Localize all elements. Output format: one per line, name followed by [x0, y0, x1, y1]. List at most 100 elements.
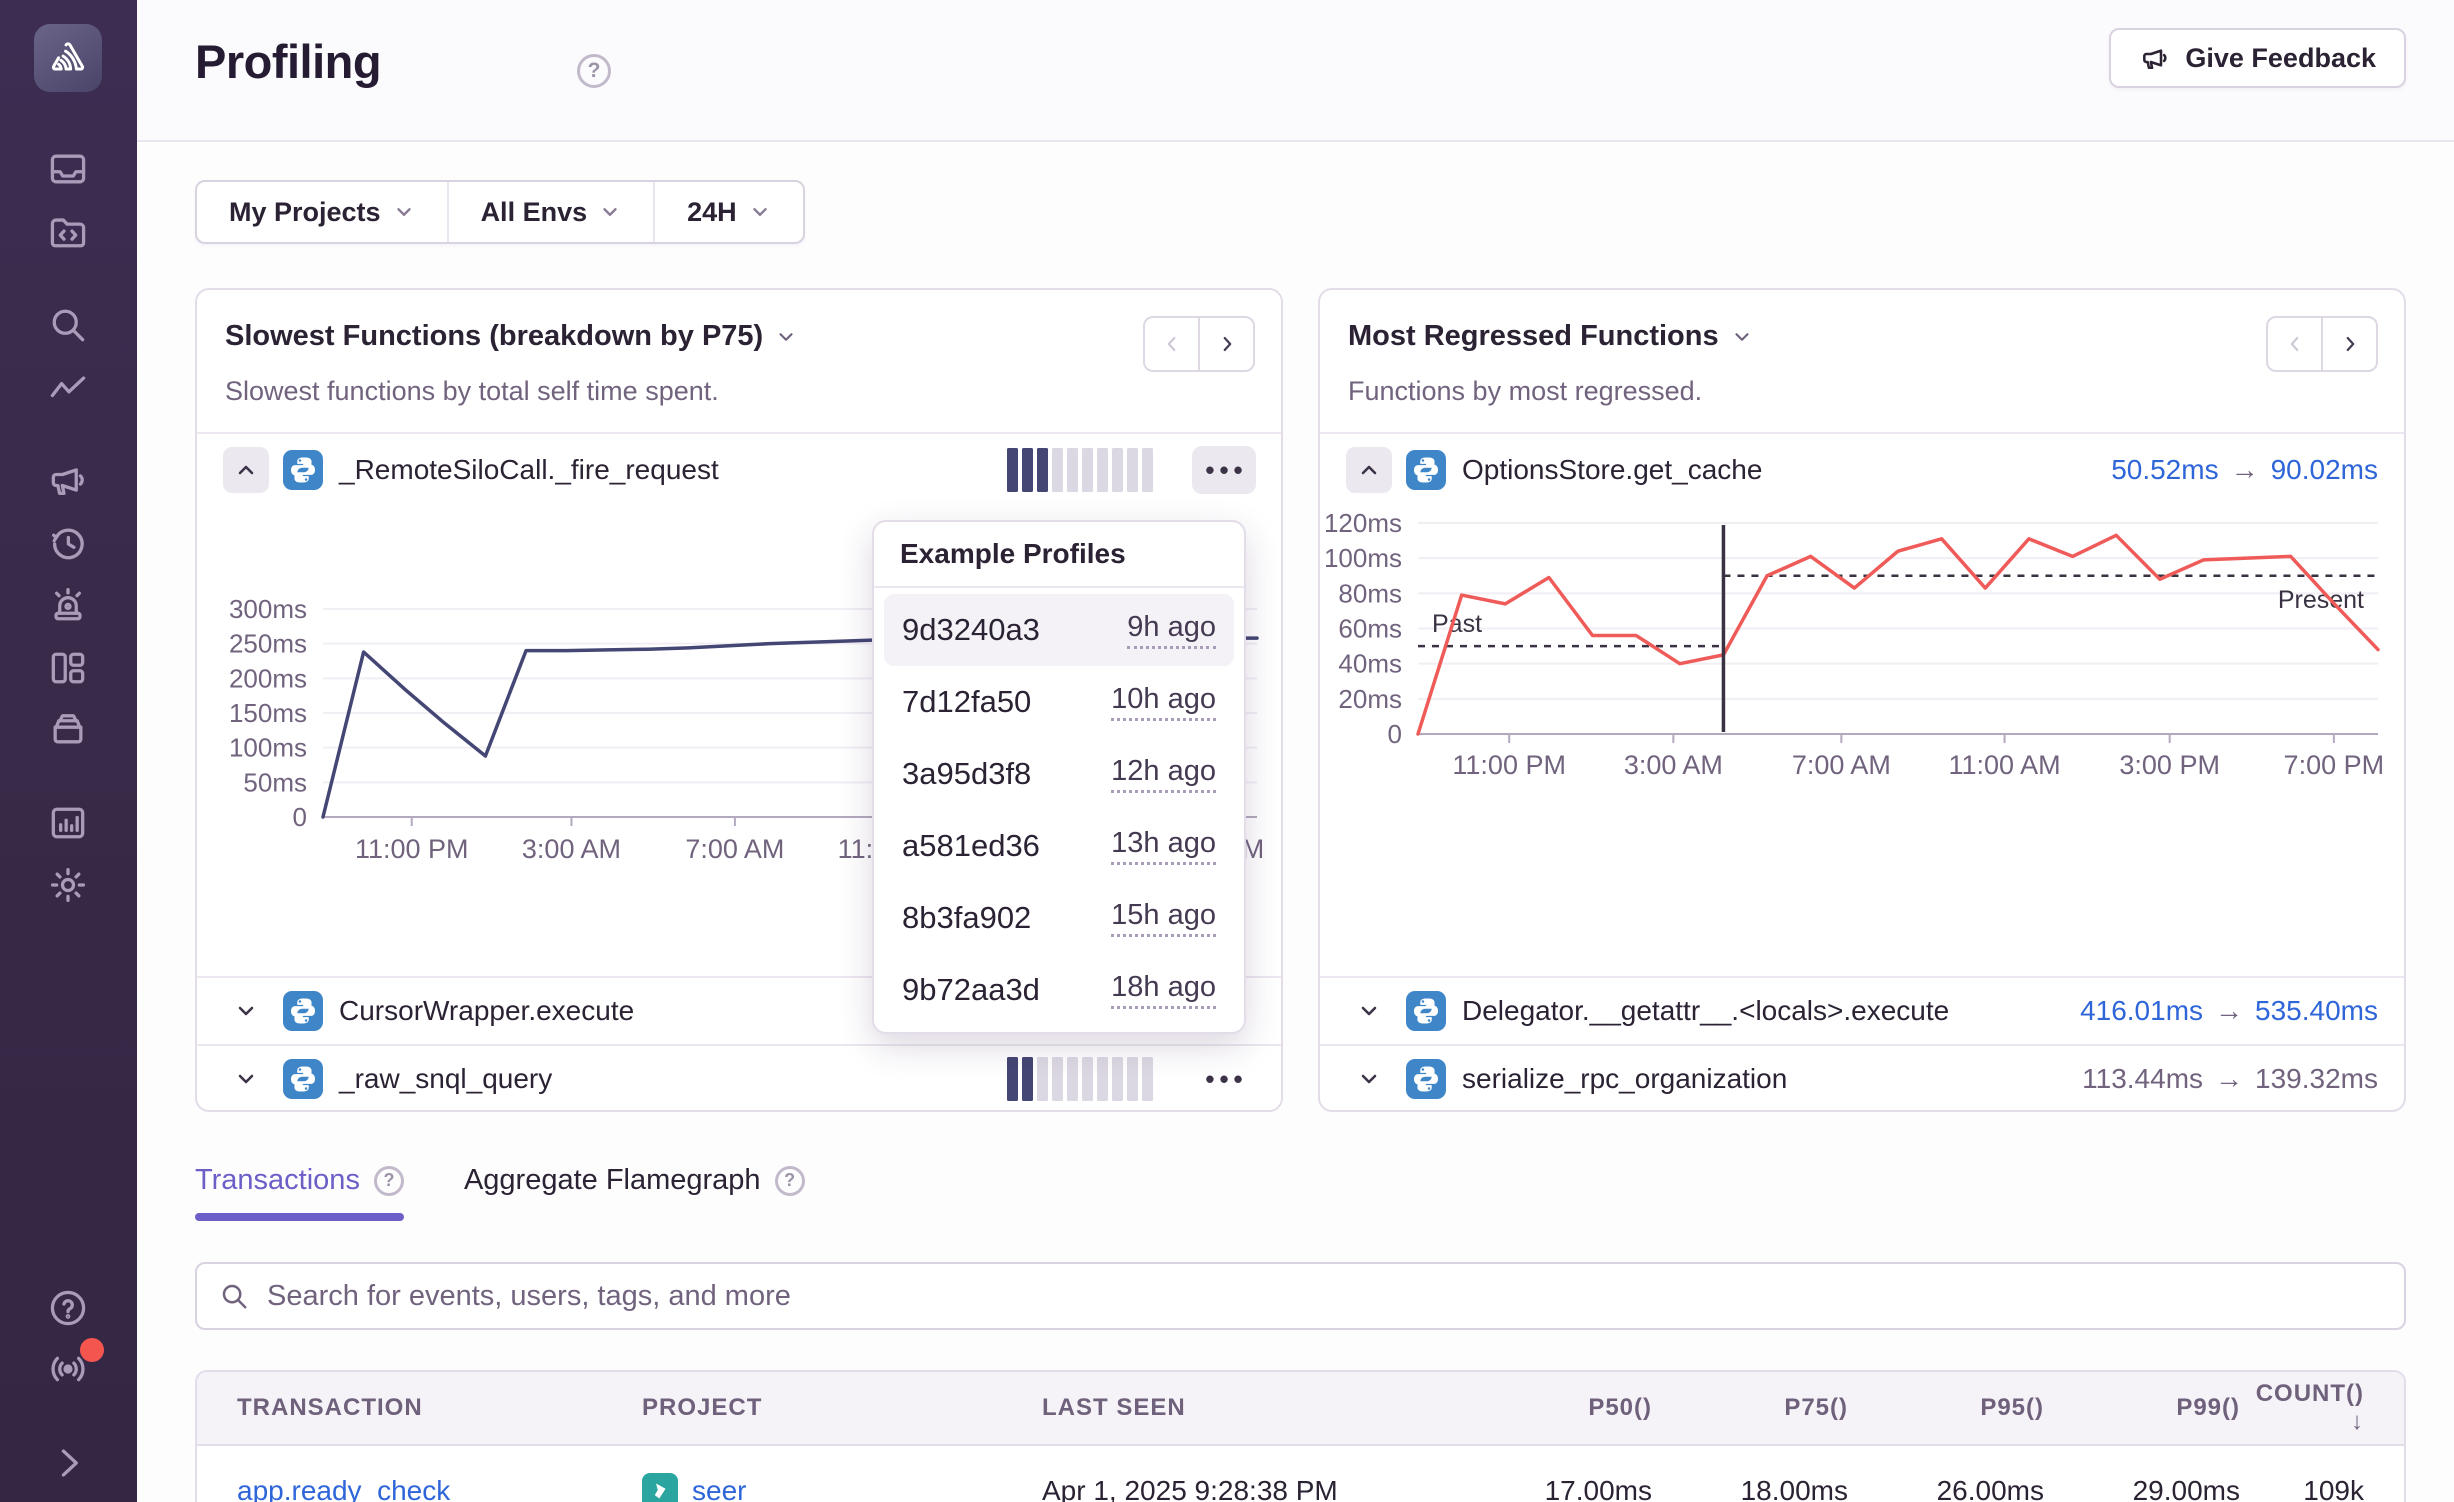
function-name[interactable]: Delegator.__getattr__.<locals>.execute	[1462, 995, 1949, 1027]
row-actions-button[interactable]: •••	[1192, 446, 1256, 494]
page-title: Profiling	[195, 34, 381, 89]
sidebar-issues-icon[interactable]	[46, 147, 90, 191]
column-header-p50[interactable]: P50()	[1457, 1394, 1652, 1422]
svg-text:0: 0	[1388, 719, 1402, 749]
table-row: app.ready_check seer Apr 1, 2025 9:28:38…	[197, 1446, 2404, 1502]
function-name[interactable]: _RemoteSiloCall._fire_request	[339, 454, 719, 486]
chevron-down-icon	[234, 1067, 258, 1091]
time-range-filter[interactable]: 24H	[653, 182, 803, 242]
help-icon[interactable]	[46, 1286, 90, 1330]
profile-menu-item[interactable]: 7d12fa50 10h ago	[884, 666, 1234, 738]
flamegraph-help-icon[interactable]: ?	[775, 1166, 805, 1196]
profile-id[interactable]: a581ed36	[902, 828, 1040, 864]
sentry-logo[interactable]	[34, 24, 102, 92]
chevron-down-icon[interactable]	[1731, 326, 1753, 348]
environment-filter-label: All Envs	[481, 197, 588, 228]
sidebar-feedback-icon[interactable]	[46, 458, 90, 502]
most-regressed-chart[interactable]: 020ms40ms60ms80ms100ms120ms11:00 PM3:00 …	[1320, 506, 2408, 976]
column-header-count[interactable]: COUNT() ↓	[2240, 1380, 2364, 1436]
chevron-down-icon[interactable]	[775, 326, 797, 348]
sidebar-projects-icon[interactable]	[46, 210, 90, 254]
transaction-link[interactable]: app.ready_check	[237, 1475, 642, 1502]
sidebar-alerts-icon[interactable]	[46, 583, 90, 627]
tab-transactions[interactable]: Transactions ?	[195, 1164, 404, 1221]
before-duration-link[interactable]: 416.01ms	[2080, 995, 2203, 1027]
project-filter[interactable]: My Projects	[197, 182, 447, 242]
search-input[interactable]	[267, 1280, 2382, 1313]
profile-menu-item[interactable]: 9d3240a3 9h ago	[884, 594, 1234, 666]
profile-id[interactable]: 3a95d3f8	[902, 756, 1031, 792]
column-header-p99[interactable]: P99()	[2044, 1394, 2240, 1422]
profile-age-link[interactable]: 18h ago	[1111, 971, 1216, 1009]
sidebar-explore-icon[interactable]	[46, 303, 90, 347]
next-page-button[interactable]	[1198, 316, 1255, 372]
profile-id[interactable]: 9b72aa3d	[902, 972, 1040, 1008]
give-feedback-label: Give Feedback	[2185, 43, 2376, 74]
chevron-down-icon	[749, 201, 771, 223]
collapse-row-button[interactable]	[223, 447, 269, 493]
p75-value: 18.00ms	[1652, 1475, 1848, 1502]
column-header-last-seen[interactable]: LAST SEEN	[1042, 1394, 1457, 1422]
environment-filter[interactable]: All Envs	[447, 182, 654, 242]
profile-menu-item[interactable]: 8b3fa902 15h ago	[884, 882, 1234, 954]
profile-id[interactable]: 7d12fa50	[902, 684, 1031, 720]
search-icon	[219, 1281, 249, 1311]
project-cell[interactable]: seer	[642, 1473, 1042, 1502]
profile-sparkline[interactable]	[1007, 1057, 1153, 1101]
function-name[interactable]: OptionsStore.get_cache	[1462, 454, 1762, 486]
sidebar-traces-icon[interactable]	[46, 368, 90, 412]
profile-id[interactable]: 9d3240a3	[902, 612, 1040, 648]
next-page-button[interactable]	[2321, 316, 2378, 372]
sidebar-settings-icon[interactable]	[46, 863, 90, 907]
column-header-project[interactable]: PROJECT	[642, 1394, 1042, 1422]
sidebar-replays-icon[interactable]	[46, 522, 90, 566]
slowest-functions-subtitle: Slowest functions by total self time spe…	[225, 376, 719, 407]
profile-age-link[interactable]: 15h ago	[1111, 899, 1216, 937]
profile-age-link[interactable]: 13h ago	[1111, 827, 1216, 865]
most-regressed-title[interactable]: Most Regressed Functions	[1348, 320, 1719, 353]
prev-page-button[interactable]	[2266, 316, 2323, 372]
before-duration-link[interactable]: 50.52ms	[2111, 454, 2218, 486]
svg-text:11:00 AM: 11:00 AM	[1949, 750, 2061, 780]
profile-age-link[interactable]: 10h ago	[1111, 683, 1216, 721]
notification-badge	[80, 1338, 104, 1362]
row-actions-button[interactable]: •••	[1192, 1055, 1256, 1103]
svg-text:0: 0	[293, 802, 307, 832]
seer-project-icon	[642, 1473, 678, 1502]
sidebar-releases-icon[interactable]	[46, 707, 90, 751]
function-name[interactable]: CursorWrapper.execute	[339, 995, 634, 1027]
expand-row-button[interactable]	[1346, 988, 1392, 1034]
prev-page-button[interactable]	[1143, 316, 1200, 372]
profile-id[interactable]: 8b3fa902	[902, 900, 1031, 936]
column-header-p95[interactable]: P95()	[1848, 1394, 2044, 1422]
function-name[interactable]: serialize_rpc_organization	[1462, 1063, 1787, 1095]
sidebar-expand-icon[interactable]	[46, 1441, 90, 1485]
profiling-help-icon[interactable]: ?	[577, 54, 611, 88]
transactions-help-icon[interactable]: ?	[374, 1166, 404, 1196]
profile-sparkline[interactable]	[1007, 448, 1153, 492]
column-header-p75[interactable]: P75()	[1652, 1394, 1848, 1422]
collapse-row-button[interactable]	[1346, 447, 1392, 493]
svg-text:3:00 AM: 3:00 AM	[522, 834, 621, 864]
sidebar-dashboards-icon[interactable]	[46, 646, 90, 690]
transactions-table: TRANSACTION PROJECT LAST SEEN P50() P75(…	[195, 1370, 2406, 1502]
profile-age-link[interactable]: 9h ago	[1127, 611, 1216, 649]
give-feedback-button[interactable]: Give Feedback	[2109, 28, 2406, 88]
sidebar-stats-icon[interactable]	[46, 801, 90, 845]
expand-row-button[interactable]	[223, 1056, 269, 1102]
profile-age-link[interactable]: 12h ago	[1111, 755, 1216, 793]
regressed-pager	[2266, 316, 2378, 372]
profile-menu-item[interactable]: a581ed36 13h ago	[884, 810, 1234, 882]
tab-aggregate-flamegraph[interactable]: Aggregate Flamegraph ?	[464, 1164, 805, 1221]
megaphone-icon	[2139, 42, 2171, 74]
profile-menu-item[interactable]: 9b72aa3d 18h ago	[884, 954, 1234, 1026]
expand-row-button[interactable]	[223, 988, 269, 1034]
function-name[interactable]: _raw_snql_query	[339, 1063, 552, 1095]
profile-menu-item[interactable]: 3a95d3f8 12h ago	[884, 738, 1234, 810]
after-duration-link[interactable]: 535.40ms	[2255, 995, 2378, 1027]
after-duration-link[interactable]: 90.02ms	[2271, 454, 2378, 486]
slowest-functions-title[interactable]: Slowest Functions (breakdown by P75)	[225, 320, 763, 353]
expand-row-button[interactable]	[1346, 1056, 1392, 1102]
chevron-down-icon	[1357, 1067, 1381, 1091]
column-header-transaction[interactable]: TRANSACTION	[237, 1394, 642, 1422]
